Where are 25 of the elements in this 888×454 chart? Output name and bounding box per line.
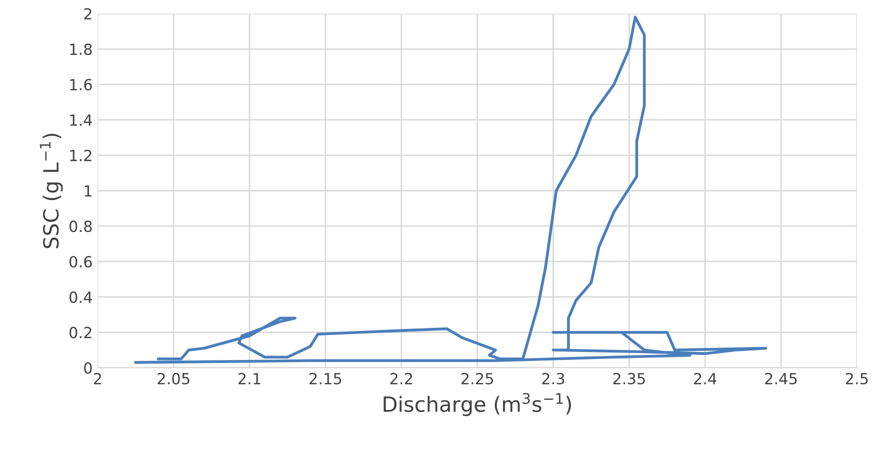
y-tick-label: 1.8 bbox=[70, 43, 92, 56]
x-tick-label: 2.15 bbox=[310, 372, 342, 384]
y-tick-label: 0.4 bbox=[70, 291, 92, 303]
y-tick-label: 1.4 bbox=[70, 114, 92, 126]
x-tick-label: 2.35 bbox=[613, 372, 645, 384]
y-tick-label: 0.8 bbox=[70, 220, 92, 232]
x-tick-label: 2.45 bbox=[765, 372, 797, 384]
x-axis-title: Discharge (m$^{3}$s$^{−1}$) bbox=[384, 392, 571, 416]
line-series bbox=[134, 16, 768, 364]
x-tick-label: 2.5 bbox=[846, 372, 868, 384]
y-tick-label: 2 bbox=[84, 8, 92, 20]
y-axis-title: SSC (g L$^{−1}$) bbox=[40, 134, 63, 248]
x-tick-label: 2 bbox=[94, 372, 102, 384]
x-tick-label: 2.2 bbox=[390, 372, 412, 384]
y-tick-label: 0 bbox=[84, 362, 92, 374]
y-tick-label: 1 bbox=[84, 185, 92, 196]
y-tick-label: 1.6 bbox=[70, 78, 92, 90]
x-tick-label: 2.3 bbox=[542, 372, 564, 384]
y-tick-label: 1.2 bbox=[70, 150, 92, 162]
y-tick-label: 0.2 bbox=[70, 326, 92, 338]
x-tick-label: 2.1 bbox=[238, 372, 260, 384]
x-tick-label: 2.4 bbox=[694, 372, 716, 384]
x-tick-label: 2.05 bbox=[158, 372, 190, 384]
y-tick-label: 0.6 bbox=[70, 256, 92, 268]
x-tick-label: 2.25 bbox=[461, 372, 493, 384]
